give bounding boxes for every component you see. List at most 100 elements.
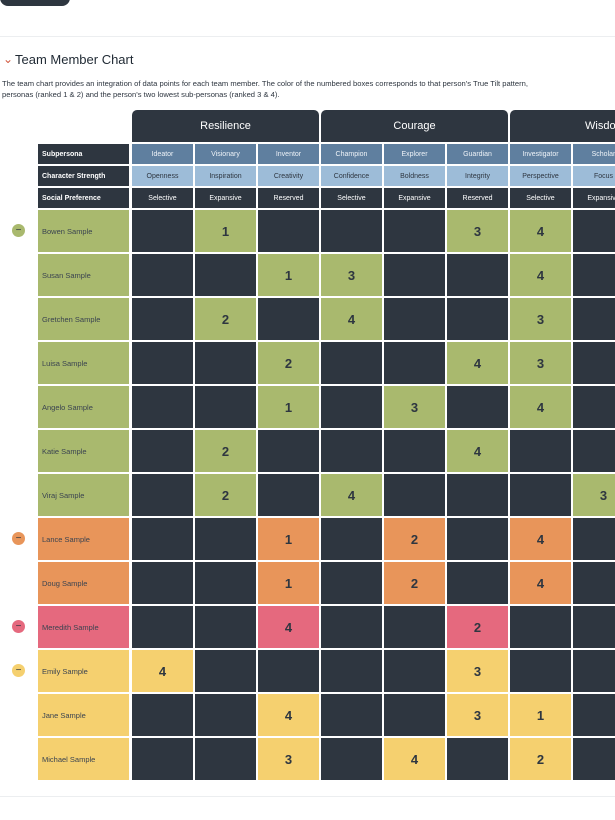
member-name: Doug Sample	[38, 562, 129, 604]
row-header: Social Preference	[38, 188, 129, 208]
rank-cell: 2	[258, 342, 319, 384]
rank-cell: 1	[258, 518, 319, 560]
member-name: Michael Sample	[38, 738, 129, 780]
empty-cell	[258, 650, 319, 692]
empty-cell	[132, 562, 193, 604]
empty-cell	[258, 298, 319, 340]
rank-cell: 4	[384, 738, 445, 780]
empty-cell	[195, 694, 256, 736]
empty-cell	[195, 650, 256, 692]
column-header: Integrity	[447, 166, 508, 186]
rank-cell: 2	[384, 562, 445, 604]
empty-cell	[447, 254, 508, 296]
rank-cell: 4	[447, 430, 508, 472]
group-header: Courage	[321, 110, 508, 142]
empty-cell	[132, 210, 193, 252]
member-name: Emily Sample	[38, 650, 129, 692]
empty-cell	[132, 298, 193, 340]
empty-cell	[132, 474, 193, 516]
empty-cell	[132, 738, 193, 780]
empty-cell	[195, 254, 256, 296]
column-header: Expansive	[384, 188, 445, 208]
empty-cell	[573, 210, 615, 252]
rank-cell: 4	[321, 474, 382, 516]
empty-cell	[132, 386, 193, 428]
rank-cell: 1	[510, 694, 571, 736]
rank-cell: 4	[447, 342, 508, 384]
empty-cell	[573, 430, 615, 472]
empty-cell	[384, 694, 445, 736]
empty-cell	[384, 474, 445, 516]
empty-cell	[258, 210, 319, 252]
collapse-icon[interactable]: −	[12, 664, 25, 677]
empty-cell	[573, 694, 615, 736]
empty-cell	[573, 342, 615, 384]
empty-cell	[321, 386, 382, 428]
description-line: The team chart provides an integration o…	[2, 79, 528, 88]
rank-cell: 3	[321, 254, 382, 296]
empty-cell	[195, 386, 256, 428]
empty-cell	[321, 342, 382, 384]
column-header: Reserved	[258, 188, 319, 208]
group-header: Resilience	[132, 110, 319, 142]
empty-cell	[321, 430, 382, 472]
rank-cell: 1	[258, 254, 319, 296]
rank-cell: 2	[447, 606, 508, 648]
column-header: Explorer	[384, 144, 445, 164]
empty-cell	[384, 254, 445, 296]
empty-cell	[132, 606, 193, 648]
empty-cell	[321, 518, 382, 560]
empty-cell	[573, 650, 615, 692]
empty-cell	[321, 738, 382, 780]
rank-cell: 3	[447, 650, 508, 692]
empty-cell	[447, 518, 508, 560]
empty-cell	[573, 606, 615, 648]
empty-cell	[384, 342, 445, 384]
column-header: Inspiration	[195, 166, 256, 186]
empty-cell	[321, 650, 382, 692]
row-header: Character Strength	[38, 166, 129, 186]
column-header: Expansive	[573, 188, 615, 208]
rank-cell: 4	[510, 210, 571, 252]
empty-cell	[195, 342, 256, 384]
rank-cell: 3	[447, 694, 508, 736]
column-header: Visionary	[195, 144, 256, 164]
rank-cell: 4	[258, 606, 319, 648]
chevron[interactable]: ⌄	[3, 52, 14, 66]
empty-cell	[510, 474, 571, 516]
empty-cell	[510, 650, 571, 692]
collapse-icon[interactable]: −	[12, 620, 25, 633]
empty-cell	[195, 562, 256, 604]
collapse-icon[interactable]: −	[12, 532, 25, 545]
rank-cell: 2	[195, 474, 256, 516]
empty-cell	[132, 518, 193, 560]
rank-cell: 4	[510, 254, 571, 296]
rank-cell: 4	[132, 650, 193, 692]
empty-cell	[321, 210, 382, 252]
empty-cell	[384, 210, 445, 252]
empty-cell	[447, 386, 508, 428]
collapse-icon[interactable]: −	[12, 224, 25, 237]
rank-cell: 4	[510, 562, 571, 604]
empty-cell	[573, 386, 615, 428]
empty-cell	[132, 430, 193, 472]
member-name: Luisa Sample	[38, 342, 129, 384]
empty-cell	[132, 694, 193, 736]
section-title: Team Member Chart	[15, 52, 134, 67]
empty-cell	[384, 298, 445, 340]
empty-cell	[447, 562, 508, 604]
divider	[0, 796, 615, 797]
description: The team chart provides an integration o…	[2, 78, 528, 100]
column-header: Selective	[321, 188, 382, 208]
cut-off-pill	[0, 0, 70, 6]
empty-cell	[573, 738, 615, 780]
divider	[0, 36, 615, 37]
column-header: Openness	[132, 166, 193, 186]
rank-cell: 3	[573, 474, 615, 516]
empty-cell	[447, 738, 508, 780]
rank-cell: 4	[510, 518, 571, 560]
empty-cell	[132, 254, 193, 296]
member-name: Viraj Sample	[38, 474, 129, 516]
member-name: Bowen Sample	[38, 210, 129, 252]
rank-cell: 2	[195, 430, 256, 472]
